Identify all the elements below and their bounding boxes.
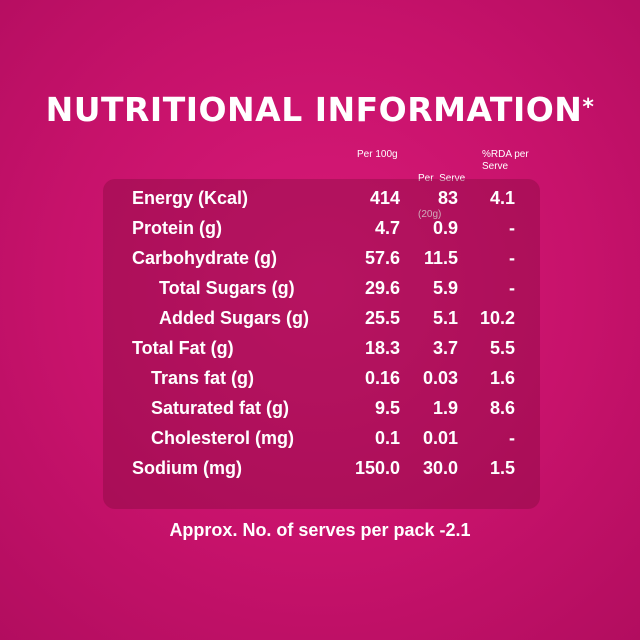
value-per-serve: 5.9 bbox=[432, 278, 458, 298]
value-per-serve: 0.01 bbox=[422, 428, 458, 448]
value-per-serve: 1.9 bbox=[432, 398, 458, 418]
value-per-100g: 414 bbox=[369, 188, 400, 208]
column-header-rda: %RDA per Serve bbox=[482, 149, 529, 173]
table-row: Energy (Kcal) 414 83 4.1 bbox=[0, 183, 640, 213]
table-row: Added Sugars (g) 25.5 5.1 10.2 bbox=[0, 303, 640, 333]
value-rda: - bbox=[509, 278, 515, 298]
column-header-per-100g: Per 100g bbox=[357, 149, 398, 161]
table-row: Saturated fat (g) 9.5 1.9 8.6 bbox=[0, 393, 640, 423]
value-per-100g: 57.6 bbox=[364, 248, 400, 268]
value-per-serve: 3.7 bbox=[432, 338, 458, 358]
value-per-100g: 29.6 bbox=[364, 278, 400, 298]
value-per-100g: 18.3 bbox=[364, 338, 400, 358]
table-row: Protein (g) 4.7 0.9 - bbox=[0, 213, 640, 243]
row-label: Sodium (mg) bbox=[132, 458, 242, 478]
value-rda: 5.5 bbox=[489, 338, 515, 358]
value-rda: 1.6 bbox=[489, 368, 515, 388]
value-per-100g: 0.16 bbox=[364, 368, 400, 388]
table-row: Total Fat (g) 18.3 3.7 5.5 bbox=[0, 333, 640, 363]
column-header-per-100g-text: Per 100g bbox=[357, 149, 398, 160]
title-text: NUTRITIONAL INFORMATION bbox=[45, 90, 583, 129]
serves-per-pack-note: Approx. No. of serves per pack -2.1 bbox=[169, 520, 471, 540]
table-row: Trans fat (g) 0.16 0.03 1.6 bbox=[0, 363, 640, 393]
value-rda: 1.5 bbox=[489, 458, 515, 478]
value-rda: - bbox=[509, 248, 515, 268]
table-row: Carbohydrate (g) 57.6 11.5 - bbox=[0, 243, 640, 273]
row-label: Energy (Kcal) bbox=[132, 188, 249, 208]
row-label: Carbohydrate (g) bbox=[132, 248, 278, 268]
value-per-100g: 4.7 bbox=[374, 218, 400, 238]
value-per-100g: 25.5 bbox=[364, 308, 400, 328]
value-per-serve: 30.0 bbox=[422, 458, 458, 478]
value-per-serve: 0.03 bbox=[422, 368, 458, 388]
table-row: Cholesterol (mg) 0.1 0.01 - bbox=[0, 423, 640, 453]
row-label: Added Sugars (g) bbox=[159, 308, 310, 328]
value-per-100g: 0.1 bbox=[374, 428, 400, 448]
value-per-100g: 150.0 bbox=[354, 458, 400, 478]
column-header-per-serve-line2: (20g) bbox=[418, 209, 442, 220]
row-label: Total Fat (g) bbox=[132, 338, 234, 358]
row-label: Saturated fat (g) bbox=[151, 398, 290, 418]
row-label: Cholesterol (mg) bbox=[151, 428, 295, 448]
value-per-serve: 11.5 bbox=[423, 248, 458, 268]
value-per-serve: 5.1 bbox=[432, 308, 458, 328]
page-title: NUTRITIONAL INFORMATION* bbox=[0, 86, 640, 134]
nutrition-table-panel bbox=[103, 179, 540, 509]
row-label: Trans fat (g) bbox=[151, 368, 255, 388]
column-header-per-serve-line1: Per Serve bbox=[418, 173, 466, 184]
row-label: Total Sugars (g) bbox=[159, 278, 295, 298]
table-row: Sodium (mg) 150.0 30.0 1.5 bbox=[0, 453, 640, 483]
column-header-rda-line1: %RDA per bbox=[482, 149, 529, 160]
value-rda: 10.2 bbox=[479, 308, 515, 328]
row-label: Protein (g) bbox=[132, 218, 222, 238]
table-row: Total Sugars (g) 29.6 5.9 - bbox=[0, 273, 640, 303]
title-asterisk: * bbox=[582, 95, 595, 120]
column-header-rda-line2: Serve bbox=[482, 161, 509, 172]
value-per-100g: 9.5 bbox=[374, 398, 400, 418]
value-rda: - bbox=[509, 428, 515, 448]
value-rda: 4.1 bbox=[489, 188, 515, 208]
column-header-per-serve: Per Serve (20g) bbox=[418, 149, 465, 233]
value-per-serve: 0.9 bbox=[432, 218, 458, 238]
value-rda: - bbox=[509, 218, 515, 238]
value-per-serve: 83 bbox=[437, 188, 458, 208]
value-rda: 8.6 bbox=[489, 398, 515, 418]
